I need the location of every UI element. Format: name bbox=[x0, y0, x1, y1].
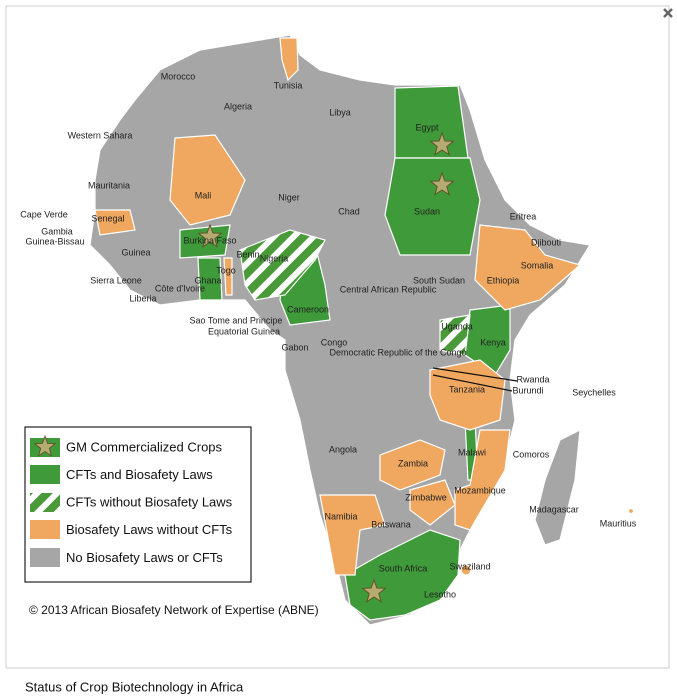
legend-label: GM Commercialized Crops bbox=[66, 439, 223, 454]
legend-label: CFTs and Biosafety Laws bbox=[66, 467, 213, 482]
country-label: Djibouti bbox=[531, 237, 561, 247]
country-label: Swaziland bbox=[449, 561, 490, 571]
copyright: © 2013 African Biosafety Network of Expe… bbox=[29, 603, 319, 617]
country-label: Niger bbox=[278, 192, 300, 202]
country-label: Zambia bbox=[398, 458, 428, 468]
country-label: Mauritania bbox=[88, 180, 130, 190]
map: Morocco Tunisia Algeria Libya Egypt Western S… bbox=[20, 34, 637, 626]
close-button[interactable] bbox=[663, 8, 673, 18]
country-label: Kenya bbox=[480, 337, 506, 347]
country-label: Eritrea bbox=[510, 211, 537, 221]
country-label: Cameroon bbox=[287, 304, 329, 314]
country-label: Togo bbox=[216, 265, 236, 275]
legend-label: CFTs without Biosafety Laws bbox=[66, 495, 233, 510]
country-label: South Sudan bbox=[413, 275, 465, 285]
country-label: Benin bbox=[236, 249, 259, 259]
country-label: Ethiopia bbox=[487, 275, 520, 285]
country-label: Sudan bbox=[414, 206, 440, 216]
country-label: Egypt bbox=[415, 122, 439, 132]
country-label: Guinea-Bissau bbox=[25, 236, 84, 246]
country-label: Sao Tome and Principe bbox=[190, 315, 283, 325]
hatched-countries bbox=[239, 229, 471, 356]
country-label: Mali bbox=[195, 190, 212, 200]
country-label: Morocco bbox=[161, 71, 196, 81]
country-label: Somalia bbox=[521, 260, 554, 270]
country-label: Burundi bbox=[512, 385, 543, 395]
country-label: Tanzania bbox=[449, 384, 485, 394]
country-label: Seychelles bbox=[572, 387, 616, 397]
legend-label: Biosafety Laws without CFTs bbox=[66, 522, 233, 537]
country-label: Democratic Republic of the Congo bbox=[329, 347, 466, 357]
country-label: Zimbabwe bbox=[405, 492, 447, 502]
country-label: Angola bbox=[329, 444, 357, 454]
country-label: Senegal bbox=[91, 213, 124, 223]
country-label: Madagascar bbox=[529, 504, 579, 514]
country-label: Malawi bbox=[458, 447, 486, 457]
country-label: Algeria bbox=[224, 101, 252, 111]
country-label: Central African Republic bbox=[340, 284, 437, 294]
pointer-lines bbox=[432, 367, 518, 392]
country-label: Libya bbox=[329, 107, 351, 117]
country-label: Ghana bbox=[194, 275, 221, 285]
country-label: Mozambique bbox=[454, 485, 506, 495]
madagascar bbox=[534, 428, 581, 546]
country-label: Guinea bbox=[121, 247, 150, 257]
country-label: Congo bbox=[321, 337, 348, 347]
country-label: Uganda bbox=[441, 321, 473, 331]
country-label: Comoros bbox=[513, 449, 550, 459]
country-label: Cape Verde bbox=[20, 209, 68, 219]
country-label: Lesotho bbox=[424, 589, 456, 599]
country-label: Liberia bbox=[129, 293, 156, 303]
country-label: Sierra Leone bbox=[90, 275, 142, 285]
country-labels: Morocco Tunisia Algeria Libya Egypt Western S… bbox=[20, 71, 637, 599]
country-label: Chad bbox=[338, 206, 360, 216]
country-label: Burkina Faso bbox=[183, 235, 236, 245]
orange-countries bbox=[94, 37, 635, 576]
country-label: Equatorial Guinea bbox=[208, 326, 280, 336]
legend-label: No Biosafety Laws or CFTs bbox=[66, 550, 223, 565]
country-label: Botswana bbox=[371, 519, 411, 529]
country-label: South Africa bbox=[379, 563, 428, 573]
country-label: Namibia bbox=[324, 511, 357, 521]
country-label: Mauritius bbox=[600, 518, 637, 528]
country-label: Gambia bbox=[41, 226, 73, 236]
country-label: Tunisia bbox=[274, 80, 303, 90]
legend: GM Commercialized Crops CFTs and Biosafet… bbox=[24, 426, 252, 583]
country-label: Western Sahara bbox=[68, 130, 133, 140]
country-label: Gabon bbox=[281, 342, 308, 352]
country-label: Rwanda bbox=[516, 374, 549, 384]
caption: Status of Crop Biotechnology in Africa bbox=[25, 679, 244, 694]
country-label: Côte d'Ivoire bbox=[155, 283, 205, 293]
country-label: Nigeria bbox=[260, 253, 289, 263]
